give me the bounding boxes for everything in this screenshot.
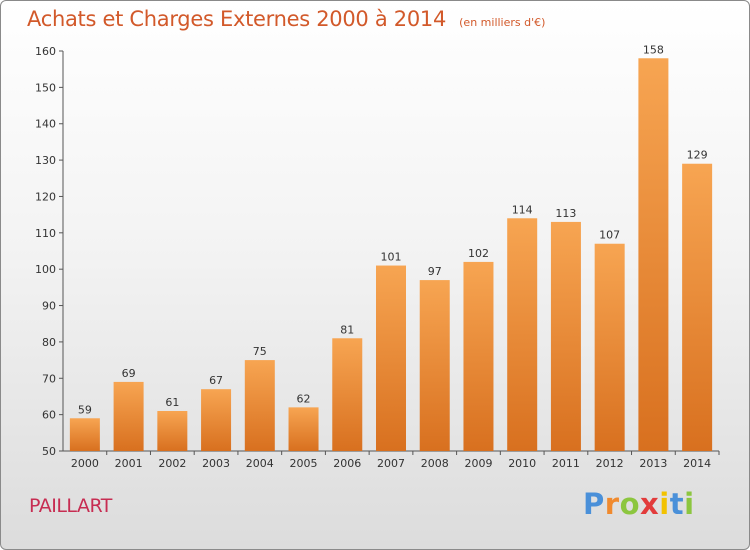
data-label: 107 [599, 229, 620, 242]
data-label: 62 [297, 392, 311, 405]
x-tick-label: 2011 [552, 457, 580, 470]
y-tick-label: 160 [35, 45, 56, 58]
bar [638, 58, 669, 451]
bar [507, 218, 538, 451]
logo-letter: i [684, 487, 695, 521]
x-tick-label: 2008 [421, 457, 449, 470]
y-tick-label: 100 [35, 263, 56, 276]
x-tick-label: 2012 [596, 457, 624, 470]
proxiti-logo: Proxiti [583, 487, 695, 521]
axes: 50 60 70 80 90 100 110 120 130 140 150 160 2000 2001 2… [35, 45, 720, 470]
x-tick-label: 2013 [639, 457, 667, 470]
y-tick-label: 150 [35, 81, 56, 94]
bar [288, 407, 319, 451]
logo-letter: P [583, 487, 605, 521]
data-label: 59 [78, 403, 92, 416]
bar [682, 163, 713, 451]
data-label: 81 [340, 323, 354, 336]
logo-letter: t [669, 487, 685, 521]
logo-letter: r [604, 487, 620, 521]
y-tick-label: 70 [42, 372, 56, 385]
data-label: 61 [165, 396, 179, 409]
x-tick-label: 2003 [202, 457, 230, 470]
y-tick-label: 120 [35, 190, 56, 203]
bar [332, 338, 363, 451]
y-tick-label: 80 [42, 336, 56, 349]
data-label: 101 [381, 251, 402, 264]
y-tick-label: 140 [35, 118, 56, 131]
data-label: 129 [687, 149, 708, 162]
bar [69, 418, 100, 451]
bar [201, 389, 232, 451]
data-label: 102 [468, 247, 489, 260]
bar [594, 243, 625, 451]
logo-letter: x [640, 487, 660, 521]
bar [419, 280, 450, 451]
y-tick-label: 60 [42, 409, 56, 422]
x-tick-label: 2002 [158, 457, 186, 470]
y-tick-label: 90 [42, 300, 56, 313]
bar [463, 261, 494, 451]
logo-letter: i [659, 487, 670, 521]
data-label: 69 [122, 367, 136, 380]
bar [113, 381, 144, 451]
x-tick-label: 2006 [333, 457, 361, 470]
x-tick-label: 2009 [464, 457, 492, 470]
y-tick-label: 50 [42, 445, 56, 458]
x-tick-label: 2010 [508, 457, 536, 470]
x-tick-label: 2001 [115, 457, 143, 470]
logo-letter: o [619, 487, 641, 521]
data-label: 158 [643, 43, 664, 56]
x-tick-label: 2005 [290, 457, 318, 470]
bar [550, 221, 581, 451]
y-tick-label: 130 [35, 154, 56, 167]
bars: 59 69 61 67 75 62 81 101 97 102 114 113 107 158 129 [69, 43, 713, 451]
y-tick-label: 110 [35, 227, 56, 240]
data-label: 75 [253, 345, 267, 358]
chart-title: Achats et Charges Externes 2000 à 2014 [27, 7, 447, 31]
bar [376, 265, 406, 451]
data-label: 114 [512, 203, 533, 216]
x-tick-label: 2007 [377, 457, 405, 470]
x-tick-label: 2004 [246, 457, 274, 470]
data-label: 67 [209, 374, 223, 387]
bar [157, 411, 188, 451]
bar [244, 360, 275, 451]
commune-name: PAILLART [29, 495, 112, 517]
x-tick-label: 2014 [683, 457, 711, 470]
title-row: Achats et Charges Externes 2000 à 2014 (… [27, 7, 545, 31]
chart-unit: (en milliers d'€) [459, 16, 546, 29]
data-label: 113 [555, 207, 576, 220]
data-label: 97 [428, 265, 442, 278]
x-tick-label: 2000 [71, 457, 99, 470]
